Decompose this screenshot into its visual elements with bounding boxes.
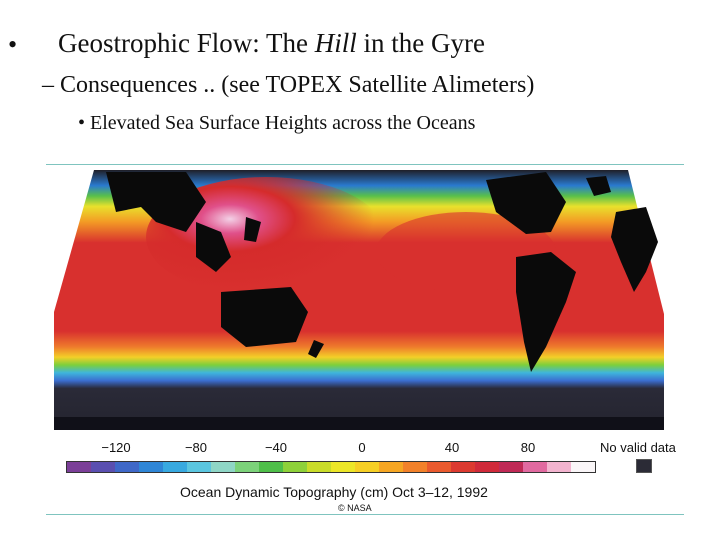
title-part-2: in the Gyre: [356, 28, 485, 58]
figure-caption: Ocean Dynamic Topography (cm) Oct 3–12, …: [180, 484, 488, 500]
colorbar-segment: [163, 462, 187, 472]
japan: [244, 217, 261, 242]
colorbar-ticks: −120 −80 −40 0 40 80: [0, 440, 720, 458]
no-valid-data-swatch: [636, 459, 652, 473]
north-america: [486, 172, 566, 234]
colorbar-segment: [427, 462, 451, 472]
greenland: [586, 176, 611, 196]
ocean-topography-map: [54, 170, 664, 430]
slide-bullet: •: [8, 30, 18, 59]
colorbar: [66, 461, 596, 473]
colorbar-segment: [547, 462, 571, 472]
colorbar-segment: [307, 462, 331, 472]
colorbar-segment: [379, 462, 403, 472]
slide-title: Geostrophic Flow: The Hill in the Gyre: [58, 28, 485, 59]
africa: [611, 207, 658, 292]
subbullet-consequences: – Consequences .. (see TOPEX Satellite A…: [42, 72, 535, 98]
colorbar-segment: [499, 462, 523, 472]
mid-pacific-highs: [376, 212, 556, 292]
title-italic-word: Hill: [314, 28, 357, 58]
colorbar-tick-label: −80: [184, 440, 208, 455]
colorbar-segment: [283, 462, 307, 472]
colorbar-segment: [259, 462, 283, 472]
western-pacific-hill: [146, 177, 386, 297]
colorbar-segment: [187, 462, 211, 472]
colorbar-segment: [403, 462, 427, 472]
no-valid-data-label: No valid data: [600, 440, 676, 455]
colorbar-tick-label: 40: [444, 440, 460, 455]
colorbar-segment: [355, 462, 379, 472]
colorbar-segment: [115, 462, 139, 472]
south-america: [516, 252, 576, 372]
colorbar-segment: [139, 462, 163, 472]
colorbar-segment: [67, 462, 91, 472]
colorbar-tick-label: 80: [520, 440, 536, 455]
figure-credit: © NASA: [338, 503, 372, 513]
colorbar-segment: [571, 462, 595, 472]
colorbar-segment: [91, 462, 115, 472]
topography-figure: [46, 152, 686, 524]
australia: [221, 287, 308, 347]
subsubbullet-sea-surface: • Elevated Sea Surface Heights across th…: [78, 112, 476, 134]
colorbar-segment: [235, 462, 259, 472]
southeast-asia: [196, 222, 231, 272]
title-part-1: Geostrophic Flow: The: [58, 28, 315, 58]
colorbar-tick-label: 0: [358, 440, 366, 455]
colorbar-segment: [451, 462, 475, 472]
asia-landmass: [106, 172, 206, 232]
colorbar-segment: [523, 462, 547, 472]
colorbar-segment: [211, 462, 235, 472]
new-zealand: [308, 340, 324, 358]
colorbar-segment: [475, 462, 499, 472]
colorbar-tick-label: −40: [264, 440, 288, 455]
figure-bottom-rule: [46, 514, 684, 515]
continents: [106, 172, 658, 372]
colorbar-tick-label: −120: [101, 440, 131, 455]
figure-top-rule: [46, 164, 684, 165]
antarctica: [54, 417, 664, 430]
colorbar-segment: [331, 462, 355, 472]
